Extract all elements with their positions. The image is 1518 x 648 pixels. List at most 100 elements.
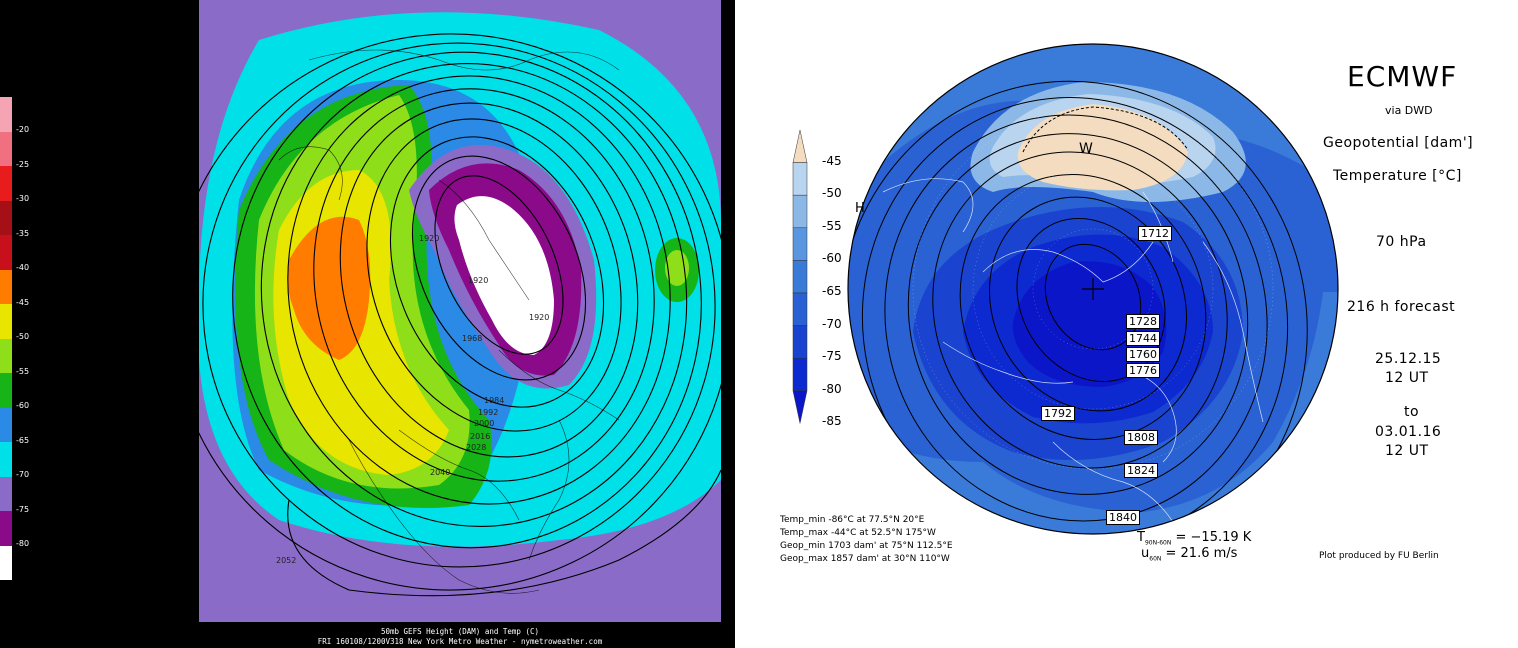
model-title: ECMWF [1347,60,1458,93]
gefs-colorbar-label: -55 [16,366,30,376]
init-date: 25.12.15 [1375,351,1442,367]
ecmwf-colorbar-swatch [792,227,808,261]
index-zonal-wind: u60N = 21.6 m/s [1141,546,1238,563]
ecmwf-colorbar-swatch [792,325,808,359]
gefs-colorbar-swatch [0,304,12,339]
variable-geopotential: Geopotential [dam'] [1323,135,1474,151]
polar-field-outer-light [848,44,1338,242]
ecmwf-contour-label: 1760 [1126,347,1160,362]
ecmwf-colorbar-label: -60 [822,251,842,266]
gefs-contour-label: 2028 [466,443,487,452]
ecmwf-contour-label: 1728 [1126,314,1160,329]
gefs-colorbar-label: -60 [16,401,30,410]
ecmwf-colorbar-label: -70 [822,316,842,331]
ecmwf-contour-label: 1744 [1126,331,1160,346]
plot-credit: Plot produced by FU Berlin [1319,551,1439,561]
ecmwf-colorbar-swatch [792,162,808,196]
polar-coastlines [882,178,1264,523]
variable-temperature: Temperature [°C] [1333,168,1462,184]
forecast-lead: 216 h forecast [1347,299,1456,315]
ecmwf-colorbar-swatch [792,390,808,424]
ecmwf-contour-label: 1712 [1138,226,1172,241]
to-word: to [1404,404,1420,420]
gefs-contour-label: 1984 [484,396,505,405]
gefs-colorbar-label: -40 [16,263,30,272]
ecmwf-colorbar-label: -85 [822,414,842,429]
high-center-marker: H [855,201,865,216]
height-contours [199,33,721,597]
gefs-colorbar-swatch [0,131,12,166]
gefs-panel: -20 -25 -30 -35 -40 -45 -50 -55 -60 -65 -70 -75 -80 [0,0,735,648]
ecmwf-contour-label: 1824 [1124,463,1158,478]
gefs-caption-title: 50mb GEFS Height (DAM) and Temp (C) [380,627,540,636]
gefs-colorbar-label: -65 [16,435,30,445]
north-pole-marker [1082,278,1104,300]
polar-field-lighter-south [848,292,1338,534]
gefs-contour-label: 1920 [529,313,550,322]
ecmwf-contour-label: 1776 [1126,363,1160,378]
temp-field-orange [287,216,371,360]
gefs-colorbar-swatch [0,166,12,201]
gefs-colorbar-label: -50 [16,332,30,341]
gefs-colorbar-swatch [0,97,12,132]
gefs-colorbar-swatch [0,476,12,511]
gefs-contour-label: 2016 [470,432,491,441]
gefs-colorbar-swatch [0,235,12,270]
ecmwf-contour-label: 1840 [1106,510,1140,525]
gefs-colorbar-label: -45 [16,297,30,307]
ecmwf-colorbar-swatch [792,357,808,392]
gefs-caption-source: FRI 160108/1200V318 New York Metro Weath… [317,637,603,646]
stat-temp-max: Temp_max -44°C at 52.5°N 175°W [780,528,936,538]
gefs-colorbar-label: -35 [16,228,30,238]
ecmwf-contour-label: 1792 [1041,406,1075,421]
ecmwf-colorbar-label: -75 [822,349,842,364]
temp-field-coldest [454,196,554,355]
ecmwf-contour-label: 1808 [1124,430,1158,445]
gefs-colorbar-label: -30 [16,194,30,203]
gefs-contour-label: 1920 [468,276,489,285]
gefs-colorbar-label: -25 [16,159,30,169]
gefs-colorbar-swatch [0,269,12,304]
stat-geop-min: Geop_min 1703 dam' at 75°N 112.5°E [780,541,953,551]
ecmwf-colorbar-label: -55 [822,218,842,233]
ecmwf-colorbar-label: -45 [822,153,842,168]
init-time: 12 UT [1385,370,1429,386]
latitude-circles [912,108,1274,470]
gefs-contour-label: 2052 [276,556,297,565]
polar-map-border [847,43,1339,535]
gefs-colorbar-label: -20 [16,125,30,134]
ecmwf-colorbar-swatch [792,292,808,326]
stat-geop-max: Geop_max 1857 dam' at 30°N 110°W [780,554,950,564]
stat-temp-min: Temp_min -86°C at 77.5°N 20°E [780,515,925,525]
gefs-contour-label: 1920 [419,234,440,243]
gefs-contour-label: 1992 [478,408,499,417]
ecmwf-colorbar-label: -50 [822,186,842,201]
index-polar-temperature: T90N-60N = −15.19 K [1137,530,1252,547]
ecmwf-panel: -45 -50 -55 -60 -65 -70 -75 -80 -85 [735,0,1518,648]
ecmwf-colorbar-label: -80 [822,381,842,396]
gefs-colorbar-label: -80 [16,539,30,548]
gefs-contour-label: 2040 [430,468,451,477]
polar-field-warm-core [1017,104,1188,191]
ecmwf-colorbar-label: -65 [822,284,842,298]
valid-time: 12 UT [1385,443,1429,459]
model-source: via DWD [1385,104,1433,117]
coastlines [278,49,620,594]
valid-date: 03.01.16 [1375,424,1442,440]
gefs-contour-label: 1968 [462,334,483,343]
gefs-colorbar-swatch [0,407,12,442]
gefs-contour-label: 2000 [474,419,495,428]
gefs-colorbar-swatch [0,373,12,408]
gefs-colorbar-swatch [0,545,12,580]
gefs-height-temp-map [199,0,721,622]
ecmwf-temperature-colorbar [792,129,808,424]
ecmwf-colorbar-swatch [792,260,808,294]
warm-center-marker: W [1079,141,1093,157]
gefs-colorbar-swatch [0,200,12,235]
gefs-colorbar-swatch [0,442,12,477]
gefs-colorbar-swatch [0,511,12,546]
ecmwf-polar-map: W H [847,43,1339,535]
pressure-level: 70 hPa [1376,234,1427,250]
gefs-colorbar-label: -75 [16,504,30,514]
ecmwf-colorbar-swatch [792,129,808,163]
